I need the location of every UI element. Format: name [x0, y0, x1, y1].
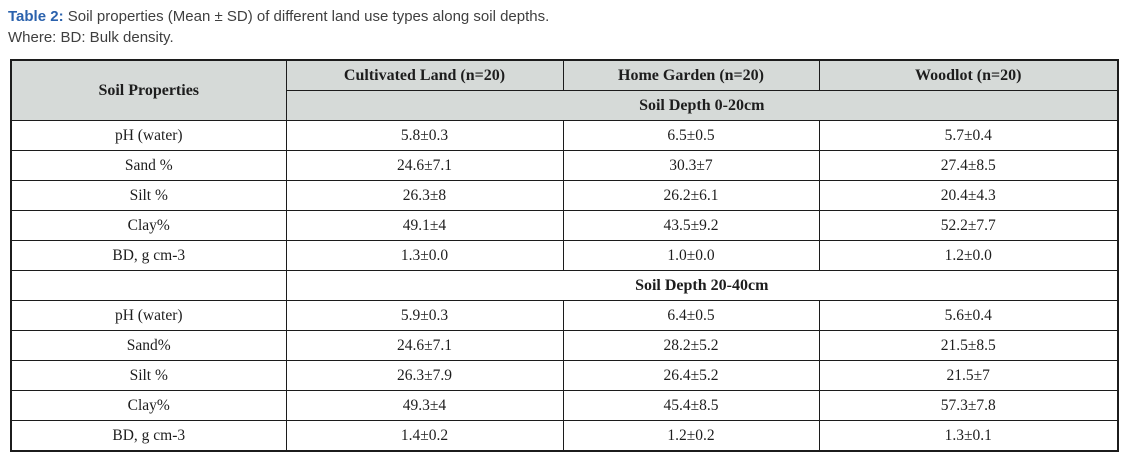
empty-cell [10, 270, 287, 301]
column-header-woodlot: Woodlot (n=20) [818, 59, 1119, 91]
value-cell: 1.0±0.0 [562, 240, 820, 271]
table-caption: Table 2: Soil properties (Mean ± SD) of … [0, 0, 1124, 48]
column-header-home-garden: Home Garden (n=20) [562, 59, 820, 91]
property-cell: Sand % [10, 150, 287, 181]
value-cell: 6.5±0.5 [562, 120, 820, 151]
property-cell: Clay% [10, 210, 287, 241]
value-cell: 5.9±0.3 [285, 300, 564, 331]
table-row: pH (water) 5.9±0.3 6.4±0.5 5.6±0.4 [10, 300, 1119, 331]
value-cell: 49.3±4 [285, 390, 564, 421]
value-cell: 52.2±7.7 [818, 210, 1119, 241]
value-cell: 26.3±8 [285, 180, 564, 211]
value-cell: 26.3±7.9 [285, 360, 564, 391]
depth-band-label-20-40: Soil Depth 20-40cm [285, 270, 1119, 301]
header-row: Soil Properties Cultivated Land (n=20) H… [10, 59, 1119, 121]
property-cell: pH (water) [10, 300, 287, 331]
value-cell: 21.5±8.5 [818, 330, 1119, 361]
value-cell: 49.1±4 [285, 210, 564, 241]
property-cell: Silt % [10, 180, 287, 211]
value-cell: 1.2±0.0 [818, 240, 1119, 271]
table-row: Clay% 49.3±4 45.4±8.5 57.3±7.8 [10, 390, 1119, 421]
property-cell: Silt % [10, 360, 287, 391]
table-row: Clay% 49.1±4 43.5±9.2 52.2±7.7 [10, 210, 1119, 241]
value-cell: 57.3±7.8 [818, 390, 1119, 421]
value-cell: 5.8±0.3 [285, 120, 564, 151]
table-row: BD, g cm-3 1.3±0.0 1.0±0.0 1.2±0.0 [10, 240, 1119, 271]
value-cell: 24.6±7.1 [285, 330, 564, 361]
value-cell: 5.7±0.4 [818, 120, 1119, 151]
table-caption-label: Table 2: [8, 8, 64, 25]
value-cell: 1.4±0.2 [285, 420, 564, 452]
table-caption-note: Where: BD: Bulk density. [8, 29, 174, 46]
value-cell: 1.2±0.2 [562, 420, 820, 452]
property-cell: BD, g cm-3 [10, 420, 287, 452]
depth-band-row-0-20: Soil Depth 0-20cm [11, 90, 1119, 121]
value-cell: 5.6±0.4 [818, 300, 1119, 331]
value-cell: 27.4±8.5 [818, 150, 1119, 181]
depth-band-row-20-40: Soil Depth 20-40cm [10, 270, 1119, 301]
value-cell: 30.3±7 [562, 150, 820, 181]
depth-band-label-0-20: Soil Depth 0-20cm [285, 90, 1119, 121]
table-row: Sand % 24.6±7.1 30.3±7 27.4±8.5 [10, 150, 1119, 181]
table-row: Silt % 26.3±8 26.2±6.1 20.4±4.3 [10, 180, 1119, 211]
column-header-cultivated-land: Cultivated Land (n=20) [285, 59, 564, 91]
soil-properties-table: Soil Properties Cultivated Land (n=20) H… [10, 59, 1119, 452]
value-cell: 45.4±8.5 [562, 390, 820, 421]
value-cell: 1.3±0.1 [818, 420, 1119, 452]
value-cell: 1.3±0.0 [285, 240, 564, 271]
property-cell: Sand% [10, 330, 287, 361]
value-cell: 43.5±9.2 [562, 210, 820, 241]
table-row: Silt % 26.3±7.9 26.4±5.2 21.5±7 [10, 360, 1119, 391]
table-row: Sand% 24.6±7.1 28.2±5.2 21.5±8.5 [10, 330, 1119, 361]
value-cell: 6.4±0.5 [562, 300, 820, 331]
value-cell: 24.6±7.1 [285, 150, 564, 181]
table-caption-text: Soil properties (Mean ± SD) of different… [63, 8, 550, 25]
property-cell: BD, g cm-3 [10, 240, 287, 271]
value-cell: 21.5±7 [818, 360, 1119, 391]
value-cell: 20.4±4.3 [818, 180, 1119, 211]
value-cell: 26.2±6.1 [562, 180, 820, 211]
value-cell: 28.2±5.2 [562, 330, 820, 361]
column-header-soil-properties: Soil Properties [10, 59, 287, 121]
property-cell: pH (water) [10, 120, 287, 151]
table-row: pH (water) 5.8±0.3 6.5±0.5 5.7±0.4 [10, 120, 1119, 151]
property-cell: Clay% [10, 390, 287, 421]
table-row: BD, g cm-3 1.4±0.2 1.2±0.2 1.3±0.1 [10, 420, 1119, 452]
value-cell: 26.4±5.2 [562, 360, 820, 391]
